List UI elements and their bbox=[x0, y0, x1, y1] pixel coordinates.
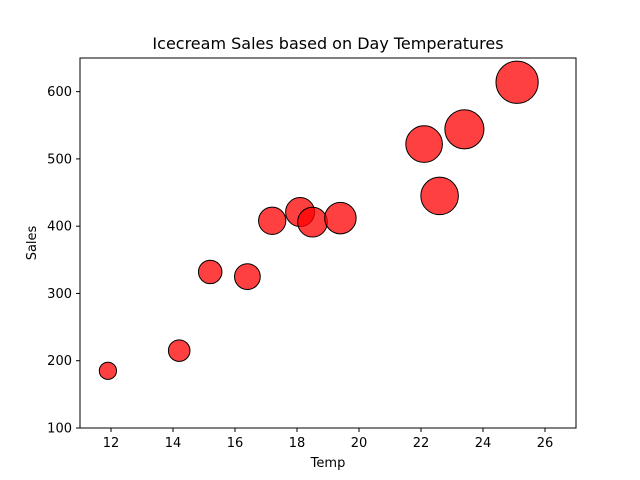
y-tick-label: 400 bbox=[47, 220, 72, 235]
x-tick-label: 12 bbox=[103, 436, 120, 451]
x-axis-label: Temp bbox=[310, 456, 346, 471]
x-tick-label: 20 bbox=[351, 436, 368, 451]
data-point bbox=[297, 206, 328, 238]
y-tick-label: 300 bbox=[47, 287, 72, 302]
y-tick-label: 600 bbox=[47, 85, 72, 100]
x-tick-label: 24 bbox=[475, 436, 492, 451]
data-point bbox=[324, 201, 357, 235]
x-tick-label: 18 bbox=[289, 436, 306, 451]
data-point bbox=[98, 361, 118, 380]
y-tick-label: 100 bbox=[47, 422, 72, 437]
data-point bbox=[258, 206, 287, 235]
data-point bbox=[405, 125, 443, 163]
data-point bbox=[197, 259, 223, 285]
x-tick-label: 26 bbox=[537, 436, 554, 451]
data-point bbox=[167, 339, 191, 362]
x-tick-label: 16 bbox=[227, 436, 244, 451]
data-point bbox=[495, 60, 539, 104]
points-layer bbox=[98, 60, 539, 380]
plot-frame bbox=[79, 57, 577, 429]
ticks-layer: 12 14 16 18 20 22 24 26 100 200 300 400 500 600 bbox=[47, 85, 553, 451]
data-point bbox=[420, 176, 459, 216]
y-tick-label: 500 bbox=[47, 152, 72, 167]
x-tick-label: 22 bbox=[413, 436, 430, 451]
data-point bbox=[444, 109, 485, 150]
y-tick-label: 200 bbox=[47, 354, 72, 369]
y-axis-label: Sales bbox=[25, 225, 40, 260]
data-point bbox=[234, 263, 261, 291]
x-tick-label: 14 bbox=[165, 436, 182, 451]
chart-title: Icecream Sales based on Day Temperatures bbox=[152, 34, 503, 53]
